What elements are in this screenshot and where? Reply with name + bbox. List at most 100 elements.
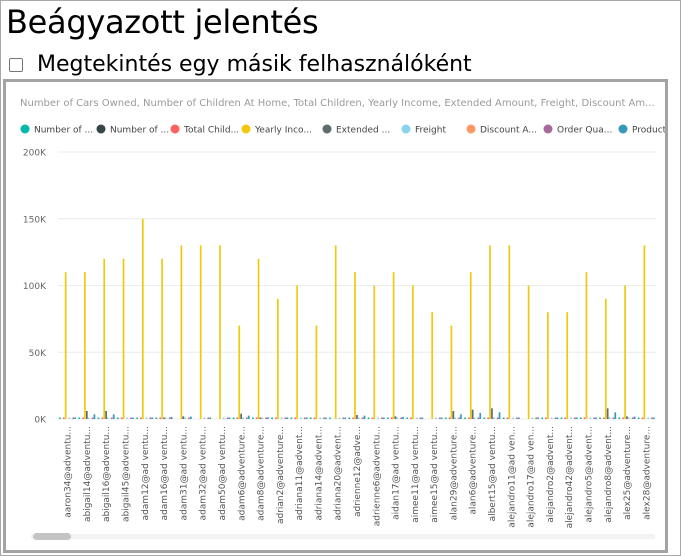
- bar[interactable]: [593, 417, 595, 420]
- bar[interactable]: [496, 417, 499, 420]
- bar[interactable]: [560, 417, 563, 420]
- bar[interactable]: [556, 417, 559, 420]
- bar[interactable]: [87, 417, 90, 420]
- bar[interactable]: [460, 414, 462, 419]
- bar[interactable]: [226, 417, 229, 420]
- bar[interactable]: [492, 417, 495, 419]
- bar[interactable]: [614, 412, 617, 419]
- bar[interactable]: [483, 417, 486, 420]
- bar[interactable]: [271, 417, 273, 420]
- bar[interactable]: [247, 415, 250, 419]
- bar[interactable]: [62, 417, 65, 420]
- bar[interactable]: [93, 414, 96, 419]
- bar[interactable]: [236, 417, 239, 420]
- bar[interactable]: [97, 417, 100, 420]
- bar[interactable]: [163, 417, 165, 420]
- bar-group[interactable]: [348, 272, 366, 420]
- bar[interactable]: [618, 417, 621, 420]
- bar[interactable]: [575, 417, 578, 420]
- chart-legend[interactable]: Number of ... Number of ... Total Child...…: [20, 124, 666, 136]
- legend-item[interactable]: Yearly Inco...: [241, 124, 312, 136]
- bar[interactable]: [643, 245, 646, 419]
- bar[interactable]: [85, 410, 88, 419]
- bar[interactable]: [452, 410, 455, 419]
- bar[interactable]: [573, 417, 576, 420]
- bar-group[interactable]: [97, 258, 115, 420]
- bar[interactable]: [74, 417, 76, 420]
- bar[interactable]: [491, 408, 493, 419]
- legend-item[interactable]: Number of ...: [96, 124, 170, 136]
- bar[interactable]: [261, 417, 264, 420]
- bar-group[interactable]: [464, 272, 482, 419]
- legend-item[interactable]: Total Child...: [170, 124, 240, 136]
- bar[interactable]: [377, 417, 379, 420]
- bar[interactable]: [222, 417, 225, 420]
- bar-group[interactable]: [387, 272, 404, 419]
- bar[interactable]: [64, 272, 67, 419]
- bar[interactable]: [410, 417, 412, 420]
- bar[interactable]: [633, 416, 636, 419]
- bar[interactable]: [579, 417, 582, 420]
- bar[interactable]: [606, 408, 609, 419]
- bar[interactable]: [199, 245, 202, 419]
- bar[interactable]: [140, 417, 142, 420]
- bar[interactable]: [604, 298, 607, 419]
- bar[interactable]: [479, 412, 482, 419]
- bar-group[interactable]: [618, 285, 636, 420]
- bar[interactable]: [537, 417, 539, 420]
- bar[interactable]: [608, 417, 611, 419]
- view-as-checkbox[interactable]: [9, 58, 23, 72]
- legend-item[interactable]: Discount A...: [466, 124, 537, 136]
- bar[interactable]: [284, 417, 287, 420]
- bar[interactable]: [421, 417, 424, 420]
- bar[interactable]: [419, 417, 422, 420]
- bar[interactable]: [535, 417, 538, 420]
- bar[interactable]: [502, 417, 505, 420]
- bar[interactable]: [454, 417, 457, 419]
- bar[interactable]: [265, 417, 267, 420]
- bar[interactable]: [612, 417, 615, 420]
- bar-group[interactable]: [219, 245, 231, 420]
- bar[interactable]: [126, 417, 129, 420]
- bar[interactable]: [286, 417, 289, 420]
- bar-group[interactable]: [199, 245, 212, 420]
- bar-group[interactable]: [502, 245, 520, 420]
- bar-group[interactable]: [309, 325, 327, 419]
- bar[interactable]: [329, 417, 331, 420]
- bar[interactable]: [203, 417, 206, 420]
- bar[interactable]: [219, 245, 221, 419]
- bar[interactable]: [394, 416, 397, 419]
- bar-group[interactable]: [367, 285, 385, 420]
- bar[interactable]: [275, 417, 277, 420]
- bar[interactable]: [647, 417, 650, 420]
- bar[interactable]: [141, 218, 144, 419]
- legend-item[interactable]: Order Qua...: [543, 124, 613, 136]
- horizontal-scrollbar-track[interactable]: [31, 534, 655, 539]
- bar-group[interactable]: [59, 272, 76, 419]
- bar[interactable]: [624, 285, 626, 420]
- bar[interactable]: [628, 417, 630, 420]
- bar[interactable]: [570, 417, 572, 420]
- bar[interactable]: [631, 417, 634, 420]
- bar[interactable]: [338, 417, 341, 420]
- bar[interactable]: [402, 416, 404, 419]
- bar-group[interactable]: [637, 245, 655, 420]
- view-as-row[interactable]: Megtekintés egy másik felhasználóként: [9, 50, 472, 80]
- bar[interactable]: [207, 417, 210, 420]
- bar-group[interactable]: [483, 245, 501, 420]
- bar-group[interactable]: [232, 325, 250, 420]
- bar[interactable]: [626, 416, 628, 419]
- bar-group[interactable]: [251, 258, 269, 420]
- bar[interactable]: [367, 417, 370, 420]
- bar[interactable]: [209, 417, 212, 420]
- bar[interactable]: [435, 417, 437, 420]
- bar[interactable]: [294, 417, 297, 420]
- bar[interactable]: [356, 414, 358, 419]
- legend-item[interactable]: Number of ...: [20, 124, 94, 136]
- bar-group[interactable]: [560, 312, 578, 420]
- bar[interactable]: [361, 417, 364, 420]
- bar[interactable]: [315, 325, 318, 419]
- bar[interactable]: [487, 417, 489, 420]
- bar[interactable]: [450, 325, 453, 419]
- bar[interactable]: [531, 417, 534, 420]
